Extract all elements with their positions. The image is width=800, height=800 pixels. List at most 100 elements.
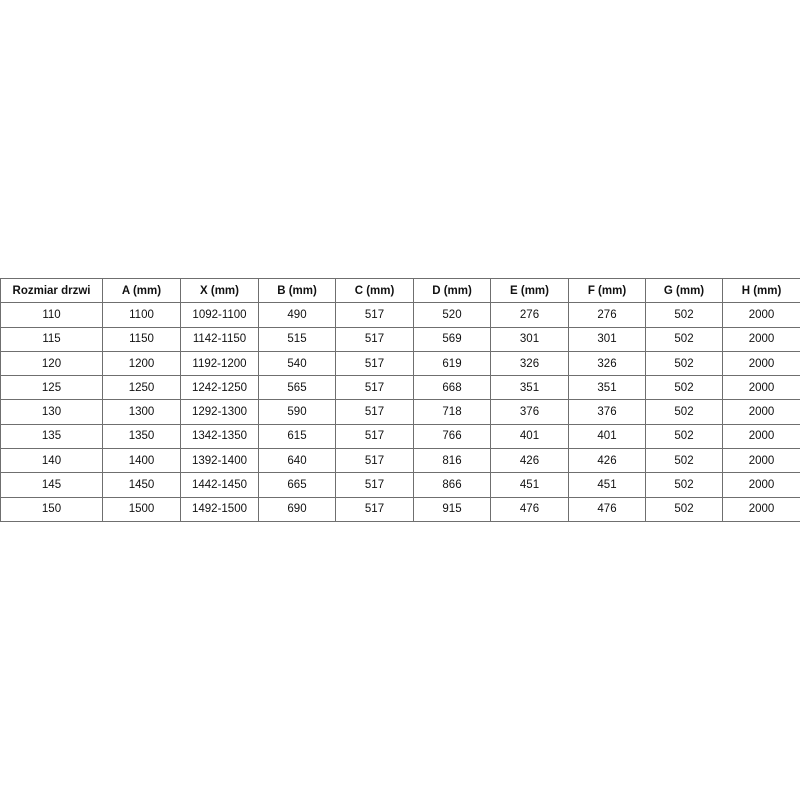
table-cell: 502 (645, 375, 723, 401)
table-cell: 1150 (102, 326, 181, 352)
table-cell: 816 (413, 448, 491, 474)
table-cell: 515 (258, 326, 336, 352)
table-cell: 517 (335, 375, 414, 401)
table-cell: 376 (490, 399, 569, 425)
table-cell: 150 (0, 496, 103, 522)
table-cell: 718 (413, 399, 491, 425)
table-cell: 2000 (722, 350, 800, 377)
table-cell: 351 (490, 375, 569, 401)
table-cell: 590 (258, 399, 336, 425)
column-header: E (mm) (490, 277, 569, 304)
column-header: C (mm) (335, 277, 414, 304)
table-cell: 125 (0, 375, 103, 401)
table-cell: 565 (258, 375, 336, 401)
table-cell: 640 (258, 448, 336, 474)
table-cell: 1292-1300 (180, 399, 259, 425)
table-cell: 502 (645, 472, 723, 498)
table-cell: 401 (490, 423, 569, 450)
table-cell: 120 (0, 350, 103, 377)
table-cell: 1350 (102, 423, 181, 450)
table-cell: 502 (645, 350, 723, 377)
table-row: 120 1200 1192-1200 540 517 619 326 326 502 2000 (0, 350, 800, 377)
table-cell: 2000 (722, 423, 800, 450)
table-cell: 1092-1100 (180, 302, 259, 328)
table-cell: 520 (413, 302, 491, 328)
column-header: A (mm) (102, 277, 181, 304)
table-cell: 2000 (722, 375, 800, 401)
table-cell: 115 (0, 326, 103, 352)
column-header: G (mm) (645, 277, 723, 304)
column-header: X (mm) (180, 277, 259, 304)
table-cell: 2000 (722, 472, 800, 498)
table-cell: 326 (490, 350, 569, 377)
table-cell: 451 (568, 472, 646, 498)
table-cell: 502 (645, 399, 723, 425)
table-row: 130 1300 1292-1300 590 517 718 376 376 502 2000 (0, 399, 800, 425)
table-cell: 517 (335, 496, 414, 522)
table-cell: 140 (0, 448, 103, 474)
table-cell: 2000 (722, 326, 800, 352)
table-cell: 426 (490, 448, 569, 474)
table-cell: 135 (0, 423, 103, 450)
table-cell: 426 (568, 448, 646, 474)
table-cell: 766 (413, 423, 491, 450)
table-row: 140 1400 1392-1400 640 517 816 426 426 502 2000 (0, 448, 800, 474)
table-row: 110 1100 1092-1100 490 517 520 276 276 502 2000 (0, 302, 800, 328)
table-cell: 130 (0, 399, 103, 425)
table-header-row: Rozmiar drzwi A (mm) X (mm) B (mm) C (mm) D (… (0, 277, 800, 304)
column-header: H (mm) (722, 277, 800, 304)
table-cell: 502 (645, 448, 723, 474)
table-cell: 2000 (722, 448, 800, 474)
table-cell: 110 (0, 302, 103, 328)
table-cell: 1442-1450 (180, 472, 259, 498)
table-cell: 1342-1350 (180, 423, 259, 450)
table-cell: 665 (258, 472, 336, 498)
table-cell: 490 (258, 302, 336, 328)
table-cell: 668 (413, 375, 491, 401)
table-cell: 2000 (722, 399, 800, 425)
table-row: 135 1350 1342-1350 615 517 766 401 401 502 2000 (0, 423, 800, 450)
column-header: Rozmiar drzwi (0, 277, 103, 304)
table-cell: 1192-1200 (180, 350, 259, 377)
table-cell: 145 (0, 472, 103, 498)
table-cell: 1100 (102, 302, 181, 328)
table-cell: 517 (335, 326, 414, 352)
table-cell: 1450 (102, 472, 181, 498)
table-row: 145 1450 1442-1450 665 517 866 451 451 502 2000 (0, 472, 800, 498)
table-cell: 1500 (102, 496, 181, 522)
table-cell: 502 (645, 326, 723, 352)
table-cell: 301 (568, 326, 646, 352)
table-cell: 1400 (102, 448, 181, 474)
table-cell: 476 (490, 496, 569, 522)
table-cell: 517 (335, 399, 414, 425)
table-cell: 690 (258, 496, 336, 522)
table-cell: 915 (413, 496, 491, 522)
table-cell: 1492-1500 (180, 496, 259, 522)
table-cell: 540 (258, 350, 336, 377)
table-cell: 619 (413, 350, 491, 377)
table-cell: 376 (568, 399, 646, 425)
table-cell: 615 (258, 423, 336, 450)
table-row: 115 1150 1142-1150 515 517 569 301 301 502 2000 (0, 326, 800, 352)
column-header: D (mm) (413, 277, 491, 304)
table-cell: 1142-1150 (180, 326, 259, 352)
table-cell: 1392-1400 (180, 448, 259, 474)
table-row: 125 1250 1242-1250 565 517 668 351 351 502 2000 (0, 375, 800, 401)
table-cell: 276 (568, 302, 646, 328)
table-cell: 502 (645, 423, 723, 450)
table-cell: 517 (335, 350, 414, 377)
table-cell: 1200 (102, 350, 181, 377)
table-cell: 1300 (102, 399, 181, 425)
table-cell: 517 (335, 448, 414, 474)
table-cell: 2000 (722, 302, 800, 328)
table-cell: 1250 (102, 375, 181, 401)
table-cell: 517 (335, 302, 414, 328)
table-cell: 276 (490, 302, 569, 328)
table-cell: 866 (413, 472, 491, 498)
table-cell: 301 (490, 326, 569, 352)
table-cell: 1242-1250 (180, 375, 259, 401)
table-cell: 326 (568, 350, 646, 377)
table-row: 150 1500 1492-1500 690 517 915 476 476 502 2000 (0, 496, 800, 522)
table-cell: 502 (645, 496, 723, 522)
dimensions-table: Rozmiar drzwi A (mm) X (mm) B (mm) C (mm) D (… (0, 277, 800, 522)
